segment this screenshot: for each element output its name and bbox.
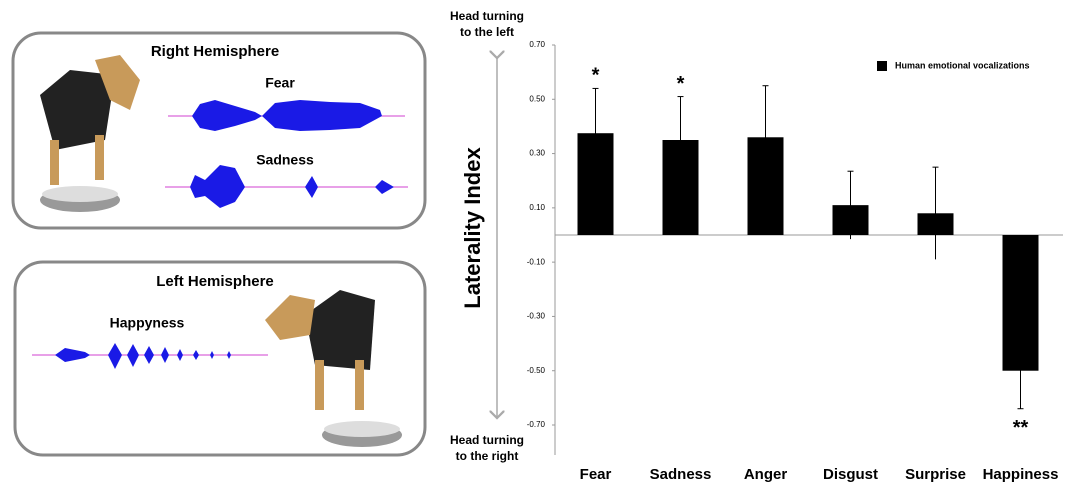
panel-title: Left Hemisphere — [156, 273, 274, 290]
significance-label: ** — [1013, 417, 1029, 439]
significance-label: * — [677, 73, 685, 95]
dog-illustration — [40, 55, 140, 212]
y-axis-label: Laterality Index — [460, 147, 485, 309]
annotation: Head turning — [450, 9, 524, 23]
dog-illustration — [265, 290, 402, 447]
y-tick-label: 0.10 — [529, 203, 545, 212]
annotation: Head turning — [450, 433, 524, 447]
left-panel: Left Hemisphere Happyness — [13, 260, 427, 457]
legend-swatch — [877, 61, 887, 71]
waveform — [32, 343, 268, 369]
x-tick-label: Sadness — [650, 466, 712, 483]
bar — [832, 205, 869, 235]
y-tick-label: -0.70 — [527, 420, 546, 429]
y-tick-label: 0.30 — [529, 149, 545, 158]
x-tick-label: Anger — [744, 466, 788, 483]
significance-label: * — [592, 65, 600, 87]
bar — [662, 140, 699, 235]
bar — [917, 213, 954, 235]
annotation: to the right — [456, 449, 519, 463]
legend-label: Human emotional vocalizations — [895, 60, 1030, 70]
y-tick-label: 0.70 — [529, 40, 545, 49]
bar — [1002, 235, 1039, 371]
waveform — [165, 100, 408, 208]
y-tick-label: 0.50 — [529, 94, 545, 103]
bar — [577, 133, 614, 235]
x-tick-label: Fear — [580, 466, 612, 483]
sound-label: Happyness — [110, 315, 185, 331]
annotation: to the left — [460, 25, 514, 39]
y-tick-label: -0.50 — [527, 366, 546, 375]
panel-title: Right Hemisphere — [151, 43, 279, 60]
y-tick-label: -0.10 — [527, 257, 546, 266]
x-tick-label: Happiness — [983, 466, 1059, 483]
x-tick-label: Disgust — [823, 466, 878, 483]
sound-label: Sadness — [256, 152, 314, 168]
x-tick-label: Surprise — [905, 466, 966, 483]
bar — [747, 137, 784, 235]
right-panel: Right Hemisphere Fear Sadness — [11, 31, 427, 230]
y-tick-label: -0.30 — [527, 312, 546, 321]
sound-label: Fear — [265, 75, 295, 91]
